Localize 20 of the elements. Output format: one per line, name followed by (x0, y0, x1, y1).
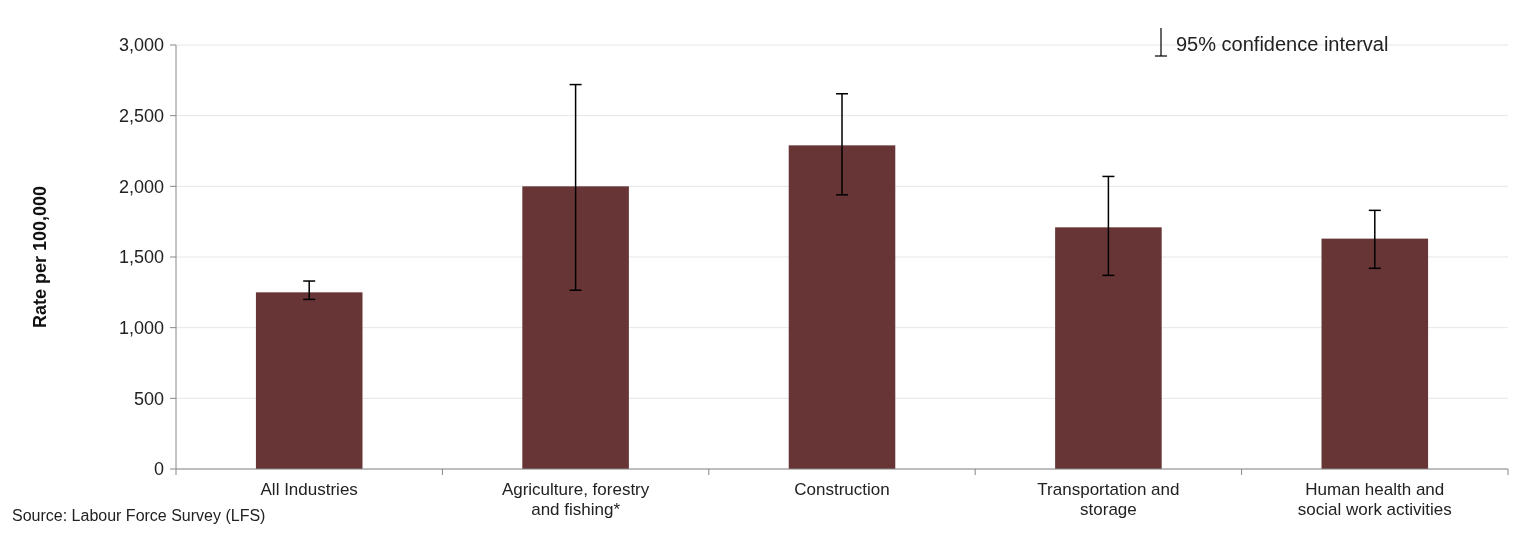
y-tick-label: 2,000 (118, 176, 164, 197)
bar (1321, 238, 1429, 469)
y-tick-label: 0 (153, 459, 164, 480)
y-tick-label: 2,500 (118, 105, 164, 126)
x-tick-label: Transportation and storage (1037, 480, 1180, 519)
bar (255, 292, 363, 469)
source-note: Source: Labour Force Survey (LFS) (12, 507, 266, 524)
y-tick-label: 500 (133, 388, 164, 409)
y-axis-title: Rate per 100,000 (30, 185, 50, 329)
bar (1055, 227, 1162, 469)
y-tick-label: 3,000 (118, 35, 164, 56)
annotation: 95% confidence interval (1176, 33, 1389, 55)
x-tick-label: Human health and social work activities (1297, 480, 1452, 519)
x-tick-label: Construction (794, 480, 890, 499)
bar (788, 145, 896, 469)
y-tick-label: 1,500 (118, 247, 164, 268)
y-tick-label: 1,000 (118, 317, 164, 338)
x-tick-label: All Industries (260, 480, 358, 499)
x-tick-label: Agriculture, forestry and fishing* (501, 480, 650, 519)
bar (522, 186, 629, 469)
